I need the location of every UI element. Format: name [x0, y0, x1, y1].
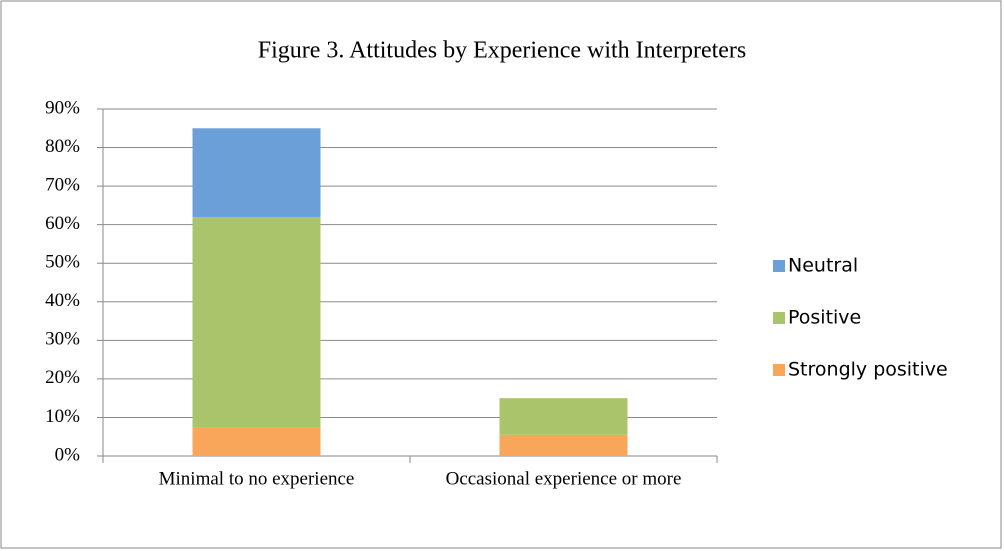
bar-segment	[499, 398, 628, 435]
y-tick-label: 90%	[45, 97, 80, 118]
y-tick-label: 30%	[45, 329, 80, 350]
y-tick-label: 20%	[45, 367, 80, 388]
legend-swatch	[773, 364, 785, 376]
x-tick-label: Occasional experience or more	[446, 468, 682, 489]
legend-label: Positive	[788, 307, 861, 329]
y-tick-label: 50%	[45, 252, 80, 273]
bar-segment	[192, 128, 321, 217]
legend-label: Neutral	[788, 255, 858, 277]
bar-segment	[499, 434, 628, 456]
bar-segment	[192, 216, 321, 428]
y-tick-label: 40%	[45, 290, 80, 311]
y-tick-label: 80%	[45, 136, 80, 157]
legend-swatch	[773, 260, 785, 272]
x-tick-label: Minimal to no experience	[159, 468, 355, 489]
legend-label: Strongly positive	[788, 359, 948, 381]
chart-title: Figure 3. Attitudes by Experience with I…	[258, 38, 747, 64]
y-tick-label: 10%	[45, 406, 80, 427]
y-tick-label: 60%	[45, 213, 80, 234]
legend-swatch	[773, 312, 785, 324]
bar-segment	[192, 427, 321, 456]
y-tick-label: 70%	[45, 174, 80, 195]
y-tick-label: 0%	[55, 444, 81, 465]
